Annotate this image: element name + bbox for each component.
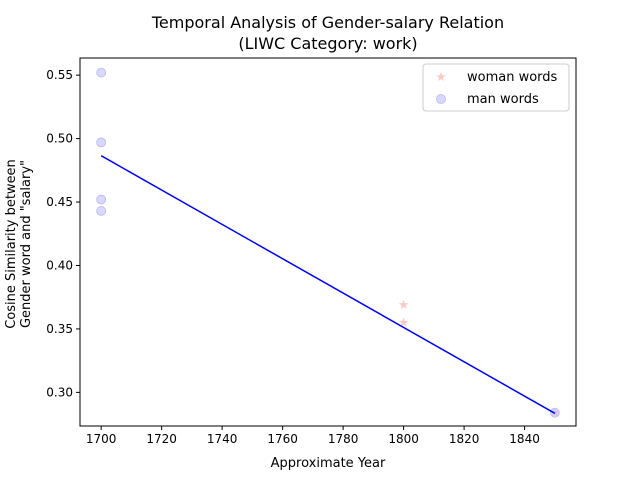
data-point-man-words-3 [96,206,107,216]
x-tick-label-1760: 1760 [267,432,298,446]
y-tick-label-0.35: 0.35 [46,322,73,336]
chart-title-line2: (LIWC Category: work) [238,34,417,53]
data-point-man-words-1 [96,137,107,148]
axes-group: 1700 1720 1740 1760 1780 1800 1820 1840 0.30 0.35… [46,57,577,446]
x-tick-label-1720: 1720 [146,432,177,446]
circle-icon [436,94,446,104]
legend-label-man-words: man words [467,92,539,107]
y-tick-label-0.45: 0.45 [46,195,73,209]
x-tick-label-1740: 1740 [207,432,238,446]
x-tick-label-1840: 1840 [509,432,540,446]
plot-content [96,67,560,418]
y-tick-label-0.40: 0.40 [46,258,73,272]
y-tick-label-0.30: 0.30 [46,385,73,399]
data-point-woman-words-1 [398,317,409,327]
legend-marker-woman-words [436,72,446,82]
legend-box [422,63,570,112]
x-tick-label-1700: 1700 [86,432,117,446]
legend: woman words man words [422,63,570,112]
chart-title-line1: Temporal Analysis of Gender-salary Relat… [151,13,504,32]
data-point-man-words-0 [96,67,107,78]
y-axis-label-line2: Gender word and "salary" [19,160,34,328]
trend-line [100,155,556,414]
legend-label-woman-words: woman words [467,70,558,85]
x-tick-label-1800: 1800 [388,432,419,446]
legend-marker-man-words [436,94,446,104]
data-point-man-words-2 [96,194,107,205]
y-axis-label-line1: Cosine Similarity between [4,159,19,329]
star-icon [436,72,446,82]
y-tick-label-0.50: 0.50 [46,132,73,146]
data-point-woman-words-0 [398,299,409,309]
x-tick-label-1780: 1780 [328,432,359,446]
x-tick-label-1820: 1820 [449,432,480,446]
x-axis-label: Approximate Year [271,456,386,471]
y-tick-label-0.55: 0.55 [46,68,73,82]
plot-frame [79,57,577,427]
